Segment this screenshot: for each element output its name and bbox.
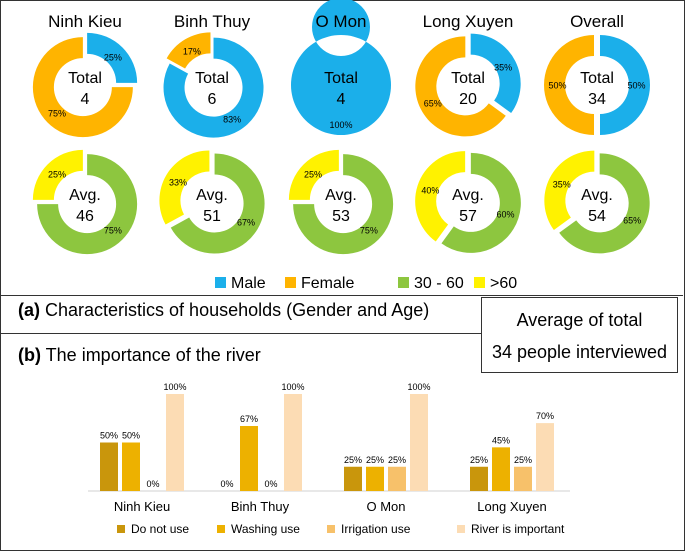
gender-donut-center-value: 20	[459, 91, 477, 108]
legend-label: 30 - 60	[414, 275, 464, 292]
legend-label: Male	[231, 275, 266, 292]
donut-slice-female	[544, 35, 594, 135]
donut-slice-label-age-over-60: 25%	[48, 170, 66, 180]
gender-donut-center-label: Total	[68, 70, 102, 87]
age-donut-center-label: Avg.	[581, 187, 613, 204]
legend-swatch	[215, 277, 226, 288]
age-donut-center-label: Avg.	[325, 187, 357, 204]
donut-slice-label-female: 75%	[48, 108, 66, 118]
age-donut-center-value: 51	[203, 208, 221, 225]
donut-slice-label-female: 17%	[183, 47, 201, 57]
donut-slice-female	[32, 37, 133, 138]
age-donut-center-value: 54	[588, 208, 606, 225]
gender-donut-center-value: 4	[337, 91, 346, 108]
section-b-title: (b) The importance of the river	[18, 345, 261, 366]
divider-middle	[0, 333, 482, 334]
gender-donut-center-value: 6	[208, 91, 217, 108]
district-title: O Mon	[315, 12, 366, 31]
gender-donut-center-label: Total	[580, 70, 614, 87]
age-donut-center-label: Avg.	[69, 187, 101, 204]
district-title: Overall	[570, 12, 624, 31]
section-b-text: The importance of the river	[45, 345, 261, 365]
donut-slice-label-age-over-60: 25%	[304, 170, 322, 180]
gender-donut-center-label: Total	[195, 70, 229, 87]
donut-slice-label-age-over-60: 35%	[553, 180, 571, 190]
donut-slice-age-over-60	[288, 149, 339, 200]
donut-slice-male	[600, 35, 650, 135]
donut-slice-label-male: 100%	[329, 120, 352, 130]
district-title: Ninh Kieu	[48, 12, 122, 31]
donut-slice-male	[470, 33, 521, 114]
donut-slice-label-age-over-60: 33%	[169, 177, 187, 187]
age-donut-center-value: 53	[332, 208, 350, 225]
gender-donut-center-value: 34	[588, 91, 606, 108]
legend-label: >60	[490, 275, 517, 292]
age-donut-center-value: 46	[76, 208, 94, 225]
donut-slice-age-30-60	[559, 153, 650, 254]
donut-slice-age-over-60	[415, 151, 466, 242]
average-box: Average of total 34 people interviewed	[481, 297, 678, 373]
donut-slice-label-female: 65%	[424, 98, 442, 108]
donut-slice-label-age-30-60: 75%	[104, 225, 122, 235]
donut-charts: 25% 75% Total 4 Ninh Kieu 83% 17% Total 6 Binh Th…	[32, 0, 650, 292]
age-donut-center-label: Avg.	[196, 187, 228, 204]
donut-slice-label-male: 35%	[494, 63, 512, 73]
donut-slice-male	[87, 32, 138, 83]
legend-swatch	[474, 277, 485, 288]
legend-swatch	[285, 277, 296, 288]
donut-slice-female	[415, 36, 506, 137]
average-box-line1: Average of total	[516, 310, 643, 330]
donut-slice-label-age-30-60: 60%	[497, 210, 515, 220]
donut-slice-age-over-60	[544, 150, 595, 231]
donut-slice-age-over-60	[159, 150, 210, 225]
section-b-letter: (b)	[18, 345, 41, 365]
donut-slice-label-age-30-60: 75%	[360, 225, 378, 235]
donut-slice-age-30-60	[170, 153, 265, 254]
average-box-line2: 34 people interviewed	[491, 342, 668, 362]
donut-slice-female	[166, 32, 211, 69]
donut-slice-label-age-30-60: 67%	[237, 218, 255, 228]
donut-slice-label-age-30-60: 65%	[623, 215, 641, 225]
age-donut-center-value: 57	[459, 208, 477, 225]
donut-slice-age-30-60	[441, 152, 521, 253]
gender-donut-center-label: Total	[324, 70, 358, 87]
district-title: Binh Thuy	[174, 12, 251, 31]
donut-slice-label-male: 50%	[627, 81, 645, 91]
divider-top	[0, 295, 683, 296]
donut-slice-age-over-60	[32, 149, 83, 200]
donut-slice-age-30-60	[293, 154, 394, 255]
donut-slice-label-age-over-60: 40%	[421, 185, 439, 195]
donut-slice-male	[291, 0, 391, 135]
donut-slice-label-male: 83%	[223, 114, 241, 124]
gender-donut-center-label: Total	[451, 70, 485, 87]
donut-slice-age-30-60	[37, 154, 138, 255]
legend-label: Female	[301, 275, 354, 292]
gender-donut-center-value: 4	[81, 91, 90, 108]
donut-slice-male	[163, 37, 264, 138]
age-donut-center-label: Avg.	[452, 187, 484, 204]
district-title: Long Xuyen	[423, 12, 514, 31]
legend-swatch	[398, 277, 409, 288]
donut-slice-label-male: 25%	[104, 53, 122, 63]
section-a-letter: (a)	[18, 300, 40, 320]
section-a-title: (a) Characteristics of households (Gende…	[18, 300, 429, 321]
donut-slice-label-female: 50%	[548, 81, 566, 91]
section-a-text: Characteristics of households (Gender an…	[45, 300, 430, 320]
